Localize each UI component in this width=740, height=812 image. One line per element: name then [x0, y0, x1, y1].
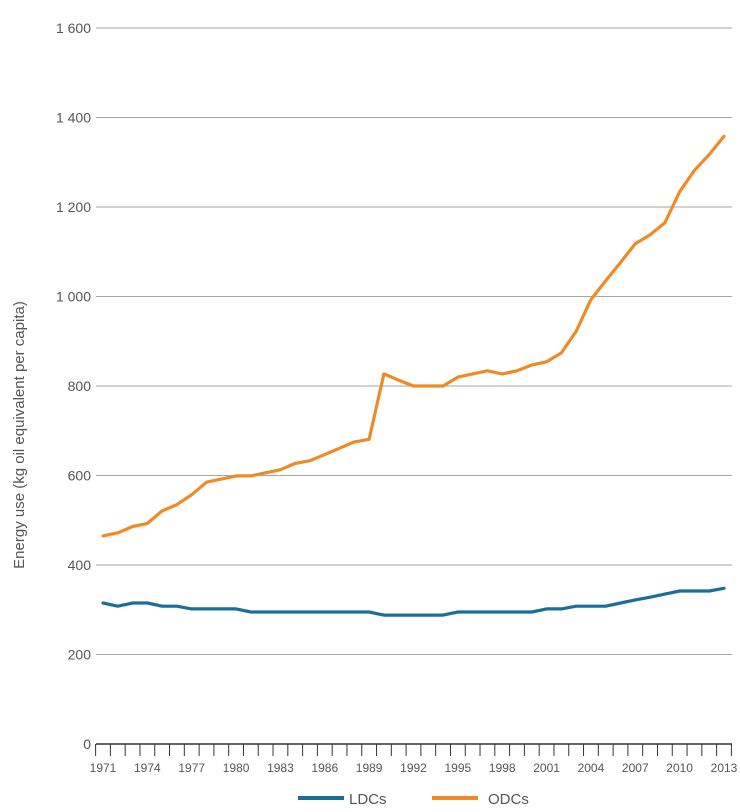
x-tick-label: 1992 [400, 761, 427, 775]
y-gridlines [96, 27, 732, 655]
x-tick-label: 1989 [356, 761, 383, 775]
legend: LDCs ODCs [298, 791, 529, 808]
x-axis [95, 743, 732, 756]
x-tick-labels: 1971 1974 1977 1980 1983 1986 1989 1992 1995 1998… [90, 761, 738, 775]
y-axis-title: Energy use (kg oil equivalent per capita… [11, 301, 28, 569]
x-tick-label: 1995 [445, 761, 472, 775]
y-tick-label: 800 [68, 378, 92, 394]
series-line-ldcs [101, 586, 726, 617]
x-tick-label: 2004 [578, 761, 605, 775]
legend-label-odcs: ODCs [488, 791, 529, 808]
y-tick-labels: 0 200 400 600 800 1 000 1 200 1 400 1 600 [56, 20, 91, 752]
y-tick-label: 200 [68, 647, 92, 663]
x-tick-label: 1998 [489, 761, 516, 775]
y-tick-label: 1 400 [56, 110, 91, 126]
x-tick-label: 1983 [267, 761, 294, 775]
x-tick-label: 2007 [622, 761, 649, 775]
series-lines [101, 134, 726, 617]
y-tick-label: 400 [68, 557, 92, 573]
y-tick-label: 600 [68, 468, 92, 484]
y-tick-label: 1 200 [56, 199, 91, 215]
x-tick-label: 2013 [711, 761, 738, 775]
x-tick-label: 1974 [134, 761, 161, 775]
x-tick-label: 2010 [666, 761, 693, 775]
x-tick-label: 1980 [223, 761, 250, 775]
x-tick-label: 2001 [533, 761, 560, 775]
y-tick-label: 0 [83, 736, 91, 752]
y-tick-label: 1 000 [56, 289, 91, 305]
y-tick-label: 1 600 [56, 20, 91, 36]
x-tick-label: 1971 [90, 761, 117, 775]
series-line-odcs [101, 134, 726, 538]
x-tick-label: 1986 [311, 761, 338, 775]
x-tick-label: 1977 [178, 761, 205, 775]
legend-label-ldcs: LDCs [349, 791, 387, 808]
